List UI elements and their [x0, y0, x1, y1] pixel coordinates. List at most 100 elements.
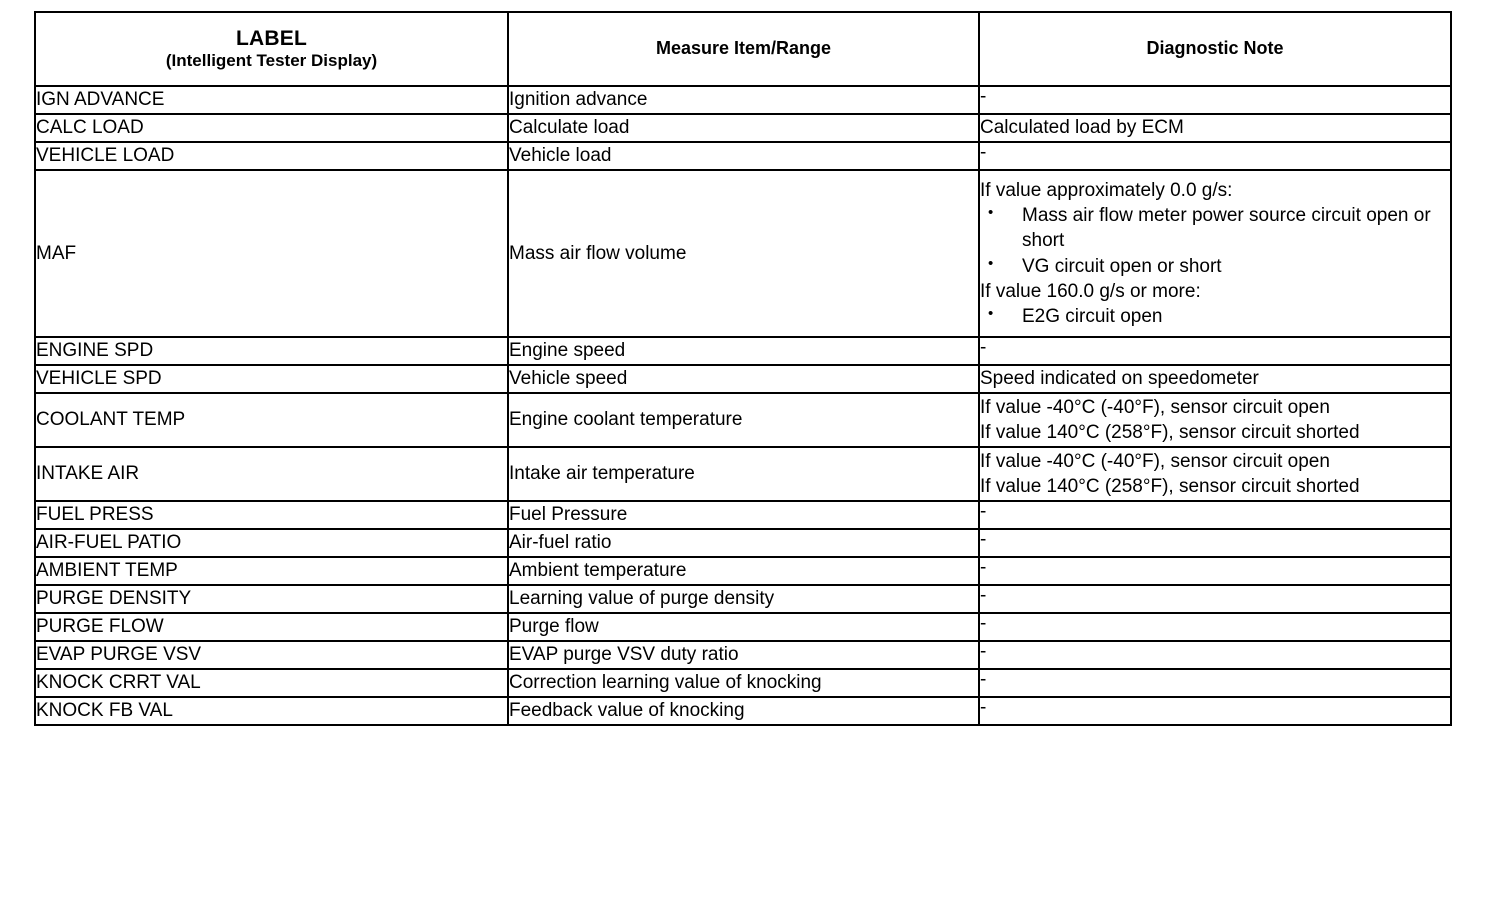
cell-measure-item: Engine coolant temperature: [507, 392, 980, 448]
diagnostic-data-table: LABEL (Intelligent Tester Display) Measu…: [34, 11, 1452, 726]
column-header-label-subtitle: (Intelligent Tester Display): [165, 51, 378, 71]
table-row: VEHICLE SPD Vehicle speed Speed indicated …: [34, 364, 1452, 394]
cell-measure-item: Fuel Pressure: [507, 500, 980, 530]
cell-measure-item: EVAP purge VSV duty ratio: [507, 640, 980, 670]
column-header-note-title: Diagnostic Note: [1146, 38, 1284, 59]
cell-measure-item: Ignition advance: [507, 85, 980, 115]
table-row: PURGE DENSITY Learning value of purge den…: [34, 584, 1452, 614]
cell-diagnostic-note: -: [978, 640, 1452, 670]
empty-note-dash: -: [980, 501, 987, 523]
column-header-label: LABEL (Intelligent Tester Display): [34, 11, 509, 87]
table-row: EVAP PURGE VSV EVAP purge VSV duty ratio -: [34, 640, 1452, 670]
note-condition-intro: If value 160.0 g/s or more:: [980, 280, 1201, 302]
diagnostic-note-lines: -: [980, 558, 1450, 583]
empty-note-dash: -: [980, 529, 987, 551]
cell-measure-item: Vehicle speed: [507, 364, 980, 394]
cell-measure-item: Engine speed: [507, 336, 980, 366]
cell-label: KNOCK CRRT VAL: [34, 668, 509, 698]
cell-measure-item: Calculate load: [507, 113, 980, 143]
cell-diagnostic-note: -: [978, 141, 1452, 171]
diagnostic-note-lines: Calculated load by ECM: [980, 115, 1450, 140]
diagnostic-note-lines: -: [980, 530, 1450, 555]
table-row: INTAKE AIR Intake air temperature If value…: [34, 446, 1452, 502]
cell-label: INTAKE AIR: [34, 446, 509, 502]
note-bullet-item: VG circuit open or short: [980, 254, 1450, 279]
diagnostic-note-lines: -: [980, 586, 1450, 611]
table-row: KNOCK FB VAL Feedback value of knocking -: [34, 696, 1452, 726]
column-header-label-title: LABEL: [236, 26, 307, 50]
note-line: If value 140°C (258°F), sensor circuit s…: [980, 476, 1360, 497]
cell-label: IGN ADVANCE: [34, 85, 509, 115]
table-row: COOLANT TEMP Engine coolant temperature If…: [34, 392, 1452, 448]
diagnostic-note-block: If value approximately 0.0 g/s:Mass air …: [980, 178, 1450, 328]
cell-measure-item: Feedback value of knocking: [507, 696, 980, 726]
cell-diagnostic-note: -: [978, 696, 1452, 726]
note-bullet-list: E2G circuit open: [980, 304, 1450, 329]
cell-label: KNOCK FB VAL: [34, 696, 509, 726]
cell-label: MAF: [34, 169, 509, 338]
cell-diagnostic-note: -: [978, 668, 1452, 698]
cell-measure-item: Intake air temperature: [507, 446, 980, 502]
table-row: MAF Mass air flow volume If value approxim…: [34, 169, 1452, 338]
table-header: LABEL (Intelligent Tester Display) Measu…: [34, 11, 1452, 87]
column-header-measure-title: Measure Item/Range: [655, 38, 832, 59]
empty-note-dash: -: [980, 669, 987, 691]
cell-measure-item: Air-fuel ratio: [507, 528, 980, 558]
cell-diagnostic-note: -: [978, 500, 1452, 530]
empty-note-dash: -: [980, 613, 987, 635]
diagnostic-note-lines: -: [980, 87, 1450, 112]
cell-label: PURGE FLOW: [34, 612, 509, 642]
cell-label: PURGE DENSITY: [34, 584, 509, 614]
note-condition-intro: If value approximately 0.0 g/s:: [980, 180, 1233, 202]
cell-measure-item: Purge flow: [507, 612, 980, 642]
cell-label: AIR-FUEL PATIO: [34, 528, 509, 558]
diagnostic-note-lines: -: [980, 698, 1450, 723]
table-row: AIR-FUEL PATIO Air-fuel ratio -: [34, 528, 1452, 558]
table-row: FUEL PRESS Fuel Pressure -: [34, 500, 1452, 530]
note-line: If value -40°C (-40°F), sensor circuit o…: [980, 396, 1330, 418]
cell-diagnostic-note: If value -40°C (-40°F), sensor circuit o…: [978, 392, 1452, 448]
diagnostic-note-lines: If value -40°C (-40°F), sensor circuit o…: [980, 395, 1450, 445]
table-row: AMBIENT TEMP Ambient temperature -: [34, 556, 1452, 586]
cell-label: AMBIENT TEMP: [34, 556, 509, 586]
empty-note-dash: -: [980, 557, 987, 579]
empty-note-dash: -: [980, 337, 987, 359]
diagnostic-note-lines: Speed indicated on speedometer: [980, 366, 1450, 391]
empty-note-dash: -: [980, 142, 987, 164]
column-header-note: Diagnostic Note: [978, 11, 1452, 87]
cell-diagnostic-note: -: [978, 528, 1452, 558]
cell-label: VEHICLE LOAD: [34, 141, 509, 171]
note-line: If value 140°C (258°F), sensor circuit s…: [980, 422, 1360, 443]
cell-label: EVAP PURGE VSV: [34, 640, 509, 670]
empty-note-dash: -: [980, 86, 987, 108]
empty-note-dash: -: [980, 697, 987, 719]
note-line: Calculated load by ECM: [980, 117, 1184, 139]
note-line: If value -40°C (-40°F), sensor circuit o…: [980, 450, 1330, 472]
table-row: IGN ADVANCE Ignition advance -: [34, 85, 1452, 115]
cell-measure-item: Learning value of purge density: [507, 584, 980, 614]
cell-measure-item: Ambient temperature: [507, 556, 980, 586]
diagnostic-note-lines: -: [980, 670, 1450, 695]
cell-label: ENGINE SPD: [34, 336, 509, 366]
table-row: VEHICLE LOAD Vehicle load -: [34, 141, 1452, 171]
table-row: CALC LOAD Calculate load Calculated load b…: [34, 113, 1452, 143]
table-row: ENGINE SPD Engine speed -: [34, 336, 1452, 366]
cell-diagnostic-note: -: [978, 336, 1452, 366]
table-body: IGN ADVANCE Ignition advance - CALC LOAD Cal…: [34, 85, 1452, 726]
diagnostic-note-lines: -: [980, 502, 1450, 527]
diagnostic-note-lines: If value -40°C (-40°F), sensor circuit o…: [980, 449, 1450, 499]
cell-diagnostic-note: Speed indicated on speedometer: [978, 364, 1452, 394]
cell-diagnostic-note: If value approximately 0.0 g/s:Mass air …: [978, 169, 1452, 338]
note-bullet-item: E2G circuit open: [980, 304, 1450, 329]
cell-label: COOLANT TEMP: [34, 392, 509, 448]
cell-measure-item: Correction learning value of knocking: [507, 668, 980, 698]
cell-diagnostic-note: -: [978, 584, 1452, 614]
cell-diagnostic-note: If value -40°C (-40°F), sensor circuit o…: [978, 446, 1452, 502]
note-bullet-list: Mass air flow meter power source circuit…: [980, 203, 1450, 278]
diagnostic-note-lines: -: [980, 338, 1450, 363]
cell-label: CALC LOAD: [34, 113, 509, 143]
diagnostic-note-lines: -: [980, 614, 1450, 639]
header-row: LABEL (Intelligent Tester Display) Measu…: [34, 11, 1452, 87]
column-header-measure: Measure Item/Range: [507, 11, 980, 87]
